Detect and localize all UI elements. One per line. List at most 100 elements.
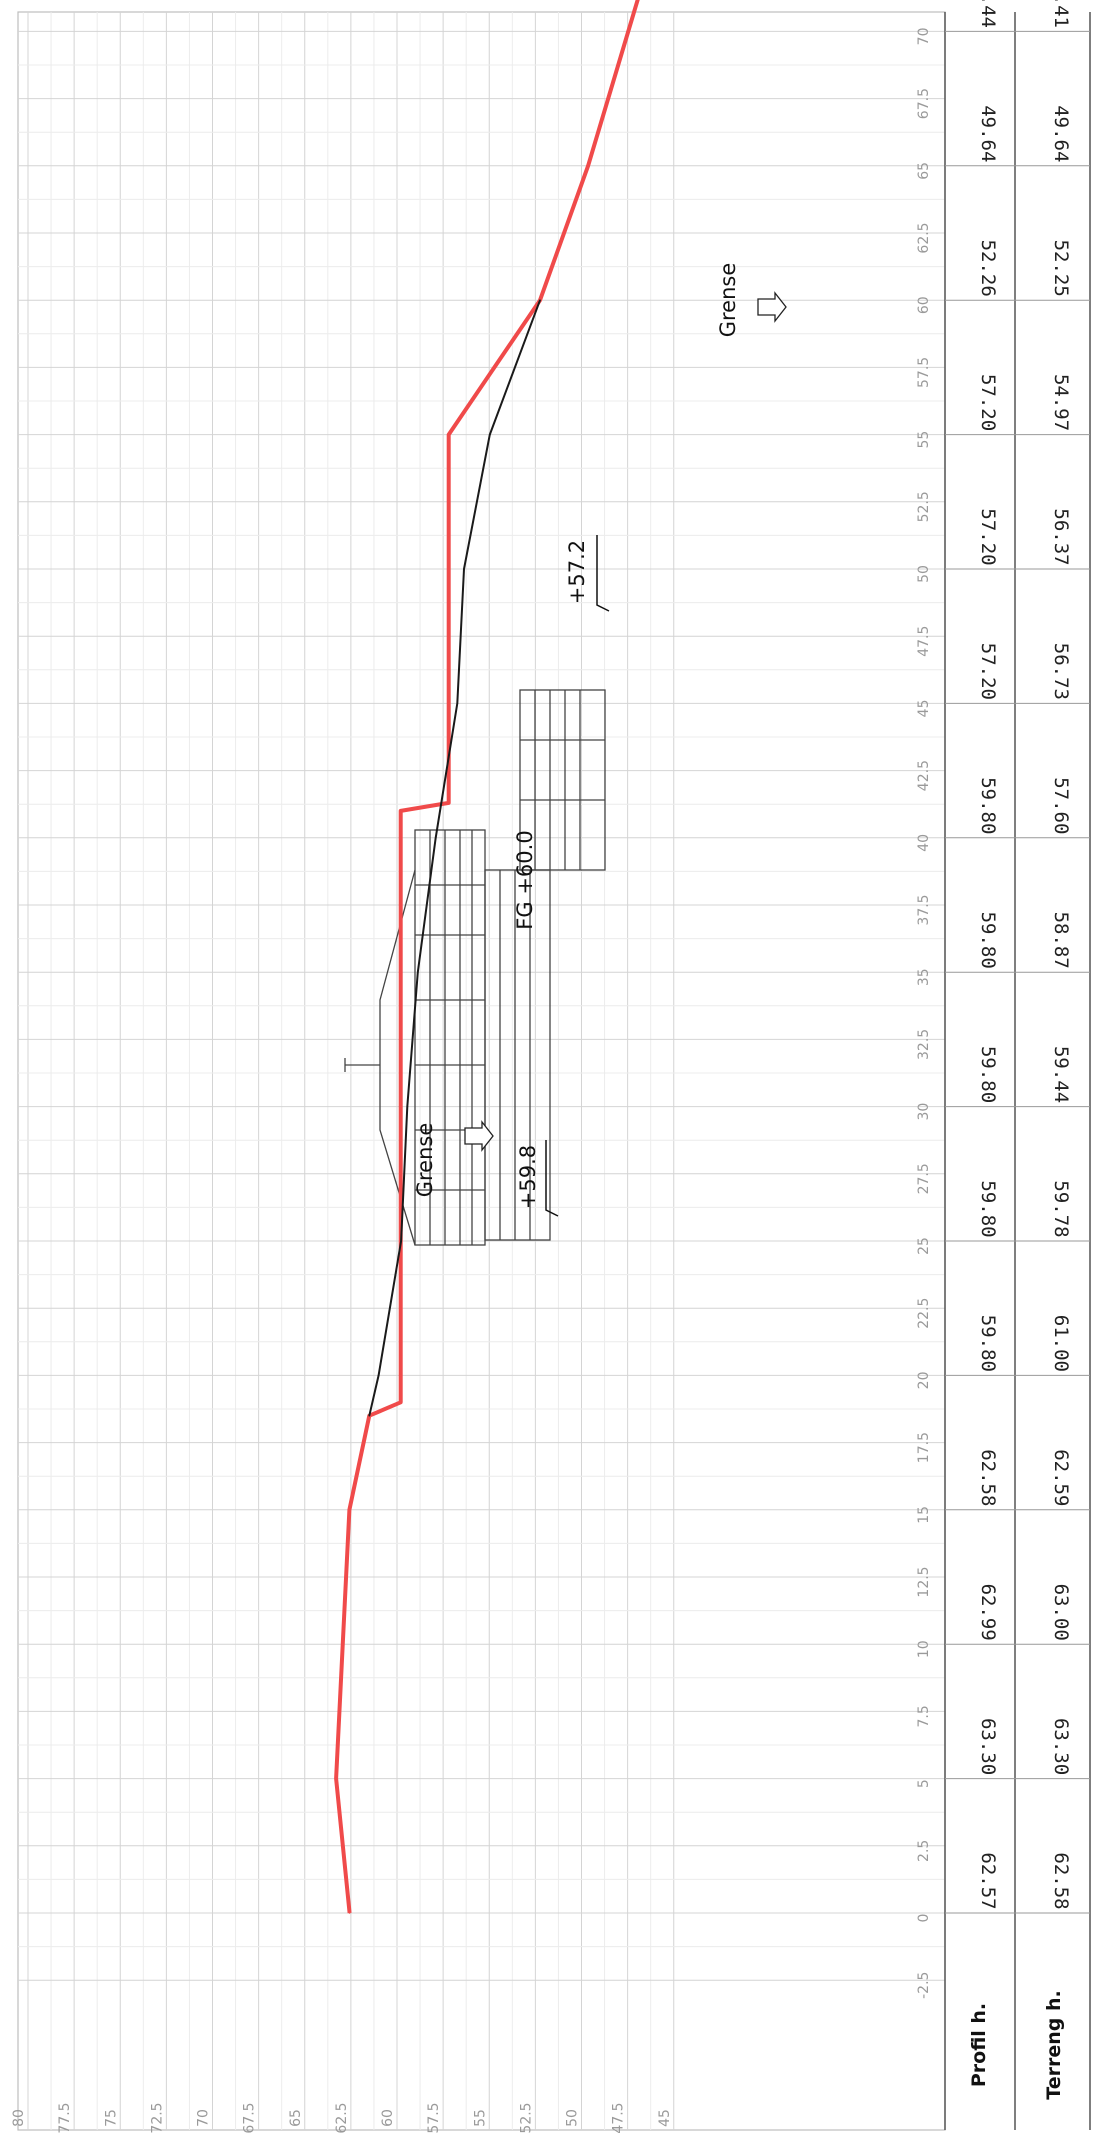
profil-height-value: 62.58: [977, 1449, 999, 1506]
terreng-height-value: 54.97: [1050, 374, 1072, 431]
terreng-height-value: 63.30: [1050, 1718, 1072, 1775]
distance-tick-label: 5: [916, 1779, 932, 1788]
distance-tick-label: 60: [916, 296, 932, 314]
terreng-point: [400, 1240, 402, 1242]
profil-height-value: 62.57: [977, 1852, 999, 1909]
distance-tick-label: 57.5: [916, 357, 932, 388]
distance-tick-label: -2.5: [916, 1972, 932, 1999]
terreng-height-value: 47.41: [1050, 0, 1072, 28]
profil-height-value: 57.20: [977, 374, 999, 431]
height-tick-label: 52.5: [518, 2102, 534, 2133]
distance-tick-label: 12.5: [916, 1566, 932, 1597]
grense-label: Grense: [716, 263, 740, 338]
distance-tick-label: 27.5: [916, 1163, 932, 1194]
height-tick-label: 67.5: [242, 2102, 258, 2133]
profil-height-value: 49.64: [977, 105, 999, 162]
height-tick-label: 57.5: [426, 2102, 442, 2133]
height-tick-label: 50: [565, 2109, 581, 2127]
distance-tick-label: 37.5: [916, 894, 932, 925]
annotations: Grense Grense +59.8 +57.2 FG +60.0: [413, 263, 787, 1217]
distance-tick-label: 2.5: [916, 1840, 932, 1862]
distance-tick-label: 62.5: [916, 222, 932, 253]
profil-point: [587, 165, 589, 167]
building-wall-block: [484, 869, 551, 1241]
terreng-height-value: 49.64: [1050, 105, 1072, 162]
grense-arrow-icon: [464, 1120, 494, 1152]
distance-tick-label: 20: [916, 1371, 932, 1389]
terreng-point: [463, 568, 465, 570]
profil-height-value: 59.80: [977, 1180, 999, 1237]
row-label-terreng: Terreng h.: [1043, 1990, 1065, 2099]
height-tick-label: 45: [657, 2109, 673, 2127]
series-lines: [334, 0, 640, 1914]
profil-point: [399, 810, 402, 812]
profil-height-value: 63.30: [977, 1718, 999, 1775]
profil-height-value: 62.99: [977, 1584, 999, 1641]
height-tick-label: 72.5: [149, 2102, 165, 2133]
terreng-height-value: 52.25: [1050, 240, 1072, 297]
distance-tick-label: 7.5: [916, 1705, 932, 1727]
distance-tick-label: 47.5: [916, 626, 932, 657]
profil-point: [447, 433, 450, 436]
grense-arrow-icon: [757, 291, 787, 323]
terreng-line: [368, 299, 541, 1416]
terreng-height-value: 57.60: [1050, 777, 1072, 834]
distance-tick-label: 17.5: [916, 1432, 932, 1463]
terreng-height-value: 62.58: [1050, 1852, 1072, 1909]
height-table: 62.57 62.58 63.30 63.30 62.99 63.00 62.58 62.59…: [944, 0, 1091, 2130]
level-marker: [596, 535, 610, 612]
terreng-height-value: 59.44: [1050, 1046, 1072, 1103]
profil-height-value: 47.44: [977, 0, 999, 28]
distance-tick-label: 32.5: [916, 1029, 932, 1060]
terreng-height-value: 63.00: [1050, 1584, 1072, 1641]
level-marker: [545, 1140, 559, 1217]
level-label-59-8: +59.8: [516, 1145, 540, 1209]
building-elevation-sketch: [344, 689, 606, 1246]
height-tick-label: 75: [103, 2109, 119, 2127]
terreng-point: [434, 837, 437, 839]
distance-tick-label: 35: [916, 968, 932, 986]
profil-height-value: 57.20: [977, 508, 999, 565]
profil-height-value: 52.26: [977, 240, 999, 297]
distance-tick-label: 0: [916, 1914, 932, 1923]
terreng-height-value: 56.73: [1050, 643, 1072, 700]
profil-height-value: 59.80: [977, 1046, 999, 1103]
terreng-point: [406, 1105, 409, 1108]
height-tick-label: 77.5: [57, 2102, 73, 2133]
row-label-profil: Profil h.: [968, 2003, 990, 2087]
profil-point: [399, 1401, 402, 1404]
distance-tick-label: 40: [916, 834, 932, 852]
distance-tick-label: 70: [916, 27, 932, 45]
terreng-point: [417, 971, 419, 973]
terreng-height-value: 61.00: [1050, 1315, 1072, 1372]
height-tick-label: 80: [11, 2109, 27, 2127]
axis-tick-labels: 4547.55052.55557.56062.56567.57072.57577…: [11, 27, 932, 2133]
profil-point: [348, 1912, 351, 1914]
distance-tick-label: 15: [916, 1506, 932, 1524]
profil-point: [335, 1777, 337, 1780]
distance-tick-label: 52.5: [916, 491, 932, 522]
distance-tick-label: 50: [916, 565, 932, 583]
height-tick-label: 70: [196, 2109, 212, 2127]
height-tick-label: 55: [472, 2109, 488, 2127]
terreng-height-value: 59.78: [1050, 1180, 1072, 1237]
distance-tick-label: 42.5: [916, 760, 932, 791]
distance-tick-label: 10: [916, 1640, 932, 1658]
terreng-point: [539, 299, 541, 302]
height-tick-label: 60: [380, 2109, 396, 2127]
terreng-height-value: 58.87: [1050, 912, 1072, 969]
level-label-57-2: +57.2: [565, 540, 589, 604]
profil-height-value: 59.80: [977, 1315, 999, 1372]
terreng-point: [489, 433, 491, 436]
terreng-point: [377, 1374, 380, 1377]
profil-height-value: 57.20: [977, 643, 999, 700]
building-terrace: [519, 689, 606, 871]
terreng-point: [368, 1414, 371, 1417]
profil-point: [447, 802, 450, 804]
terreng-height-value: 56.37: [1050, 508, 1072, 565]
terreng-height-value: 62.59: [1050, 1449, 1072, 1506]
grense-label: Grense: [413, 1123, 437, 1198]
distance-tick-label: 67.5: [916, 88, 932, 119]
distance-tick-label: 45: [916, 699, 932, 717]
